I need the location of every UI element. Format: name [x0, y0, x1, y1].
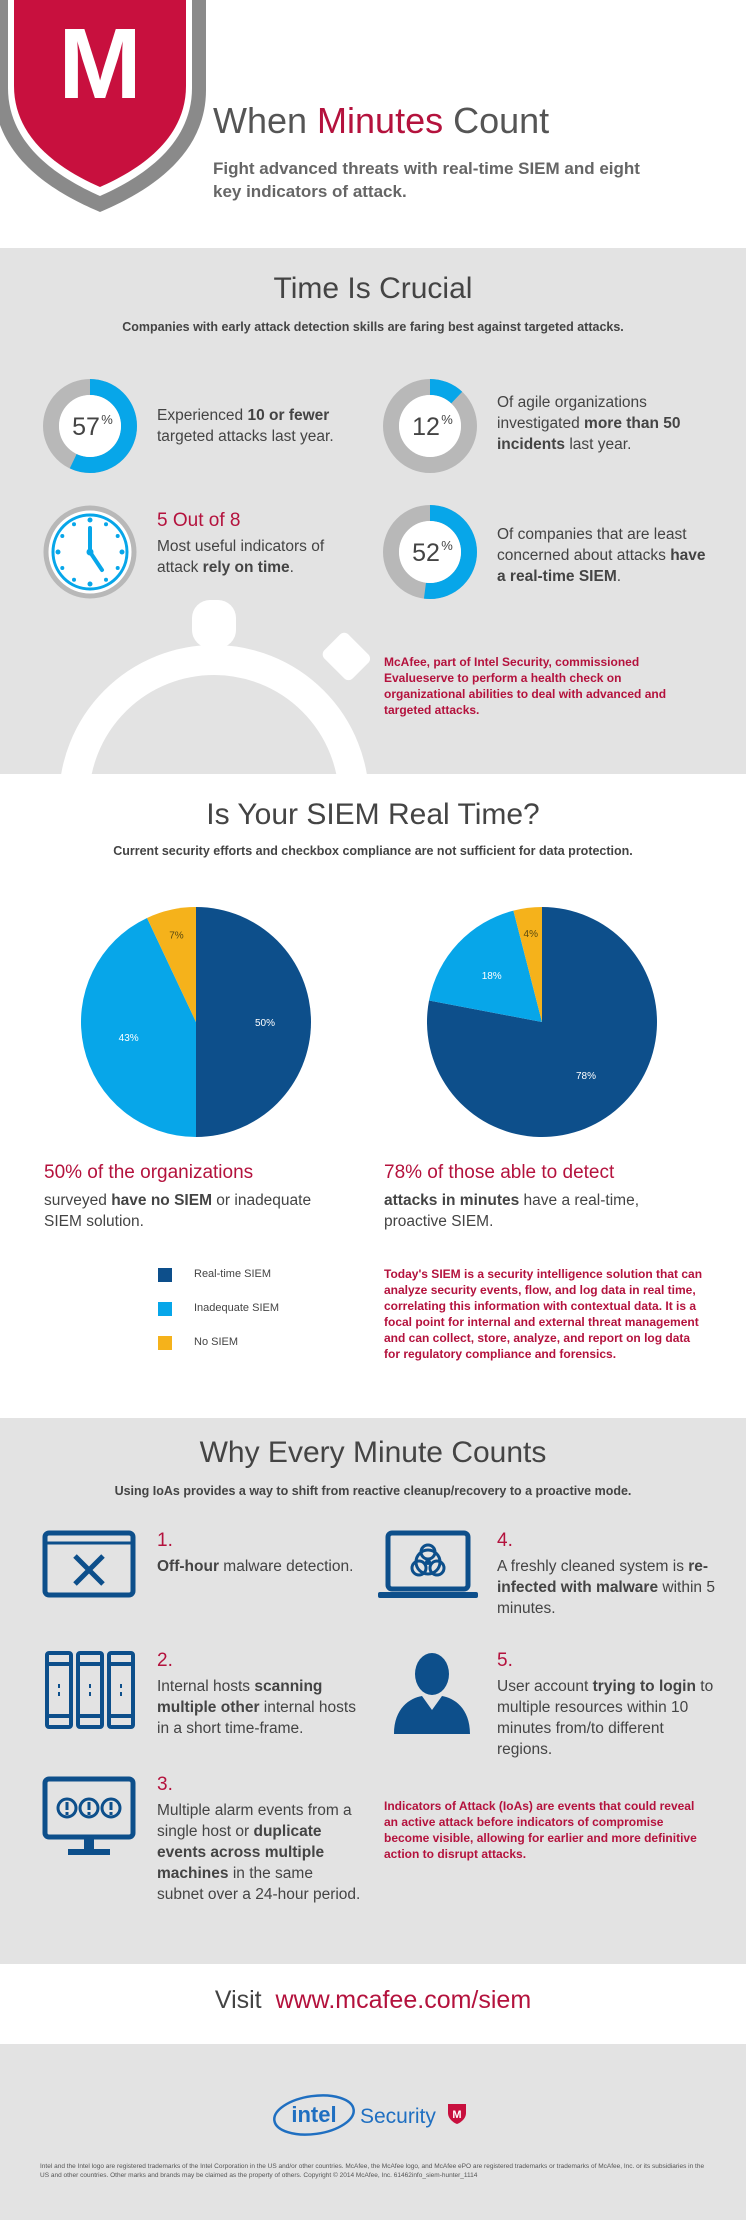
time-crucial-section: Time Is Crucial Companies with early att… [0, 248, 746, 774]
stat-heading-3: 5 Out of 8 [157, 510, 241, 531]
stat-text-3: Most useful indicators of attack rely on… [157, 538, 325, 576]
every-minute-section: Why Every Minute Counts Using IoAs provi… [0, 1418, 746, 1964]
svg-text:52: 52 [412, 539, 440, 567]
alarm-monitor-icon [42, 1776, 136, 1855]
siem-definition-note: Today's SIEM is a security intelligence … [384, 1267, 703, 1361]
pie-slice-real-time [196, 907, 311, 1137]
stat-donut-52: 52 % [383, 505, 477, 599]
siem-real-time-section: Is Your SIEM Real Time? Current security… [0, 774, 746, 1418]
ioa-number-3: 3. [157, 1774, 173, 1795]
visit-banner: Visit www.mcafee.com/siem [0, 1964, 746, 2044]
pie-caption-1: surveyed have no SIEM or inadequate SIEM… [44, 1192, 312, 1230]
page-subtitle: Fight advanced threats with real-time SI… [213, 159, 640, 201]
header: M When Minutes Count Fight advanced thre… [0, 0, 746, 248]
stat-text-1: Experienced 10 or fewer targeted attacks… [157, 407, 334, 445]
svg-text:57: 57 [72, 413, 100, 441]
page-title: When Minutes Count [213, 100, 550, 141]
error-window-icon [42, 1530, 136, 1598]
stat-text-4: Of companies that are least concerned ab… [497, 526, 706, 585]
footer: intel Security M Intel and the Intel log… [0, 2044, 746, 2220]
ioa-number-4: 4. [497, 1530, 513, 1551]
stat-donut-12: 12 % [383, 379, 477, 473]
legend-swatch [158, 1336, 172, 1350]
ioa-text-5: User account trying to login to multiple… [497, 1678, 714, 1758]
visit-label: Visit [214, 1986, 262, 2014]
pie-slice-label: 43% [119, 1033, 139, 1044]
ioa-number-1: 1. [157, 1530, 173, 1551]
servers-icon [45, 1651, 135, 1729]
mcafee-shield-logo: M [0, 0, 206, 212]
svg-text:M: M [452, 2109, 461, 2121]
pie-caption-heading-1: 50% of the organizations [44, 1162, 254, 1183]
legend-swatch [158, 1268, 172, 1282]
commission-note: McAfee, part of Intel Security, commissi… [384, 655, 667, 717]
intel-security-logo: intel Security M [273, 2094, 466, 2136]
section-subtitle: Current security efforts and checkbox co… [113, 844, 633, 858]
stat-text-2: Of agile organizations investigated more… [497, 394, 681, 453]
section-subtitle: Companies with early attack detection sk… [122, 320, 624, 334]
stat-donut-57: 57 % [43, 379, 137, 473]
ioa-text-2: Internal hosts scanning multiple other i… [157, 1678, 356, 1737]
pie-slice-no-siem [513, 907, 542, 1022]
pie-caption-2: attacks in minutes have a real-time, pro… [384, 1192, 639, 1230]
pie-chart-2: 78% 18% 4% [427, 907, 657, 1137]
section-title: Time Is Crucial [273, 272, 473, 305]
pie-slice-no-siem [147, 907, 196, 1022]
pie-slice-label: 18% [482, 971, 502, 982]
pie-caption-heading-2: 78% of those able to detect [384, 1162, 615, 1183]
svg-text:%: % [101, 412, 113, 427]
pie-slice-inadequate [429, 910, 542, 1022]
section-title: Why Every Minute Counts [199, 1436, 547, 1469]
user-icon [394, 1653, 470, 1734]
svg-text:12: 12 [412, 413, 440, 441]
ioa-text-4: A freshly cleaned system is re-infected … [497, 1558, 715, 1617]
pie-slice-label: 50% [255, 1018, 275, 1029]
pie-slice-label: 78% [576, 1071, 596, 1082]
pie-slice-label: 4% [524, 929, 539, 940]
svg-text:%: % [441, 538, 453, 553]
ioa-text-1: Off-hour malware detection. [157, 1558, 354, 1575]
pie-slice-inadequate [81, 917, 196, 1137]
svg-text:intel: intel [291, 2102, 336, 2127]
svg-text:M: M [58, 8, 141, 120]
svg-text:Security: Security [360, 2105, 436, 2128]
clock-icon [43, 505, 137, 599]
legend-swatch [158, 1302, 172, 1316]
biohazard-laptop-icon [378, 1530, 478, 1598]
mcafee-siem-link[interactable]: www.mcafee.com/siem [275, 1986, 532, 2014]
ioa-definition-note: Indicators of Attack (IoAs) are events t… [384, 1799, 697, 1861]
svg-text:%: % [441, 412, 453, 427]
pie-chart-1: 50% 43% 7% [81, 907, 311, 1137]
stopwatch-icon [61, 600, 371, 774]
section-subtitle: Using IoAs provides a way to shift from … [114, 1484, 632, 1498]
ioa-number-2: 2. [157, 1650, 173, 1671]
ioa-number-5: 5. [497, 1650, 513, 1671]
pie-slice-label: 7% [169, 930, 184, 941]
section-title: Is Your SIEM Real Time? [206, 798, 540, 831]
legal-text: Intel and the Intel logo are registered … [40, 2163, 705, 2179]
ioa-text-3: Multiple alarm events from a single host… [157, 1802, 361, 1903]
